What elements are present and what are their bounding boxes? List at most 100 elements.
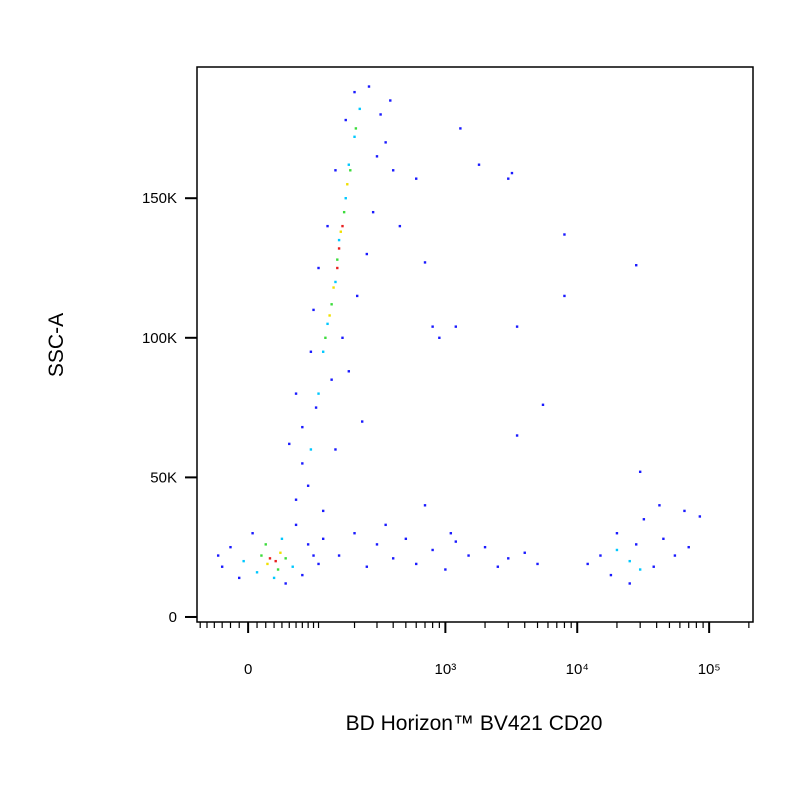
point bbox=[563, 294, 566, 298]
point bbox=[349, 169, 352, 172]
point bbox=[563, 233, 566, 236]
point bbox=[507, 557, 510, 560]
point bbox=[360, 420, 364, 423]
point bbox=[337, 238, 341, 242]
point bbox=[264, 543, 267, 546]
point bbox=[698, 515, 702, 518]
point bbox=[334, 280, 337, 284]
point bbox=[255, 571, 259, 574]
point bbox=[339, 230, 343, 233]
point bbox=[336, 258, 339, 261]
point bbox=[326, 224, 329, 228]
point bbox=[365, 252, 369, 256]
point bbox=[510, 171, 514, 175]
point bbox=[459, 127, 462, 130]
point bbox=[309, 350, 313, 353]
point bbox=[314, 406, 318, 409]
y-tick-label: 50K bbox=[150, 469, 177, 486]
point bbox=[635, 264, 638, 267]
point bbox=[294, 498, 298, 501]
point bbox=[354, 127, 358, 130]
point bbox=[454, 540, 458, 543]
point bbox=[683, 509, 686, 513]
point bbox=[216, 554, 220, 557]
point bbox=[454, 325, 458, 328]
point bbox=[288, 442, 291, 446]
point bbox=[415, 562, 418, 566]
point bbox=[317, 266, 320, 270]
point bbox=[284, 557, 287, 560]
x-tick-label: 0 bbox=[244, 661, 252, 678]
points bbox=[216, 85, 702, 585]
point bbox=[284, 582, 287, 585]
point bbox=[586, 562, 589, 566]
point bbox=[384, 141, 387, 144]
point bbox=[312, 308, 315, 312]
point bbox=[251, 532, 254, 535]
point bbox=[353, 90, 356, 94]
point bbox=[229, 545, 232, 549]
point bbox=[353, 532, 356, 535]
point bbox=[658, 504, 661, 507]
point bbox=[673, 554, 677, 557]
point bbox=[342, 210, 346, 214]
point bbox=[687, 545, 690, 549]
point bbox=[431, 325, 434, 328]
point bbox=[312, 554, 315, 557]
point bbox=[355, 294, 359, 298]
point bbox=[341, 336, 344, 339]
point bbox=[280, 537, 284, 541]
point bbox=[431, 548, 434, 552]
point bbox=[496, 565, 500, 568]
point bbox=[328, 314, 331, 317]
point bbox=[507, 177, 510, 180]
point bbox=[635, 543, 638, 546]
point bbox=[379, 113, 382, 116]
point bbox=[346, 183, 349, 186]
plot-frame bbox=[196, 66, 754, 623]
point bbox=[336, 266, 339, 270]
point bbox=[294, 392, 298, 395]
point bbox=[220, 565, 224, 568]
point bbox=[294, 523, 298, 527]
point bbox=[242, 559, 245, 563]
point bbox=[477, 163, 481, 166]
point bbox=[438, 336, 441, 339]
point bbox=[353, 135, 356, 138]
point bbox=[523, 551, 526, 554]
point bbox=[391, 557, 395, 560]
point bbox=[238, 576, 241, 580]
point bbox=[515, 325, 519, 328]
point bbox=[279, 551, 282, 554]
point bbox=[260, 554, 263, 557]
point bbox=[291, 565, 294, 568]
point bbox=[609, 573, 613, 577]
point bbox=[483, 545, 487, 549]
point bbox=[371, 210, 375, 214]
point bbox=[317, 392, 320, 395]
point bbox=[341, 224, 344, 228]
point bbox=[638, 470, 642, 474]
x-tick-label: 10⁵ bbox=[698, 661, 721, 678]
point bbox=[344, 197, 347, 200]
point bbox=[398, 224, 402, 228]
x-tick-label: 10³ bbox=[435, 661, 457, 678]
point bbox=[375, 543, 379, 546]
point bbox=[358, 107, 361, 111]
point bbox=[515, 434, 519, 437]
point bbox=[615, 548, 619, 552]
point bbox=[391, 169, 395, 172]
point bbox=[449, 532, 453, 535]
point bbox=[467, 554, 470, 557]
point bbox=[321, 537, 325, 541]
point bbox=[389, 99, 392, 102]
y-axis-title: SSC-A bbox=[45, 313, 68, 377]
point bbox=[326, 322, 329, 326]
point bbox=[375, 155, 379, 158]
point bbox=[444, 568, 447, 571]
point bbox=[332, 286, 335, 289]
point bbox=[321, 350, 325, 353]
point bbox=[309, 448, 313, 451]
point bbox=[536, 562, 539, 566]
